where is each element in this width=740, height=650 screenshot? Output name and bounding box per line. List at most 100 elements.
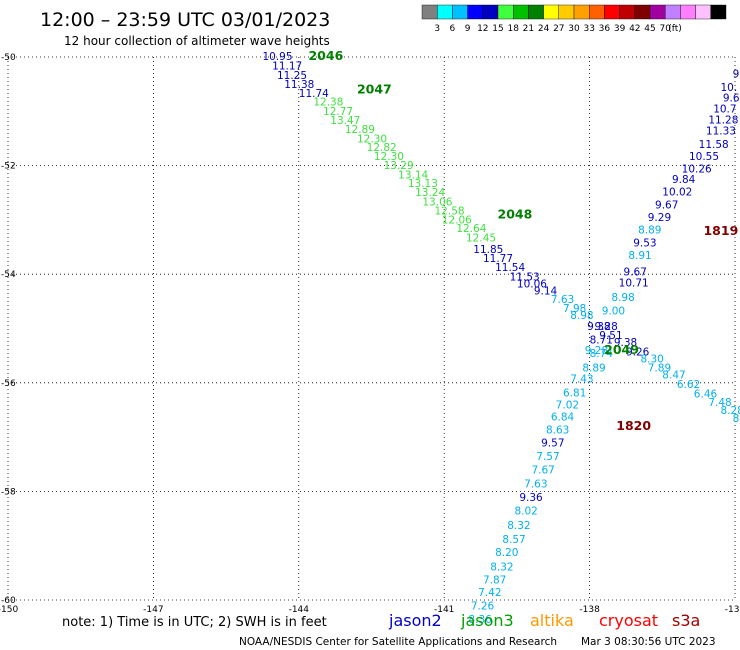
legend-jason3: jason3: [460, 611, 514, 630]
wave-height-label: 12.30: [374, 151, 404, 163]
colorbar-swatch: [680, 4, 696, 20]
y-tick-label: -54: [1, 270, 16, 280]
legend-s3a: s3a: [672, 611, 700, 630]
wave-height-label: 12.45: [466, 232, 496, 244]
colorbar-label: 18: [507, 24, 519, 34]
note-text: note: 1) Time is in UTC; 2) SWH is in fe…: [62, 615, 327, 630]
wave-height-label: 11.77: [483, 253, 513, 265]
chart-title: 12:00 – 23:59 UTC 03/01/2023: [40, 9, 330, 31]
wave-height-label: 7.02: [556, 400, 579, 412]
colorbar-label: 30: [568, 24, 580, 34]
wave-height-label: 10.06: [517, 278, 547, 290]
x-tick-label: -147: [143, 605, 163, 615]
wave-height-label: 7.87: [483, 574, 506, 586]
wave-height-label: 11.58: [699, 139, 729, 151]
pass-number-label: 2047: [357, 82, 392, 97]
footer-credit: NOAA/NESDIS Center for Satellite Applica…: [239, 636, 557, 648]
colorbar-swatch: [604, 4, 620, 20]
colorbar-label: 33: [583, 24, 594, 34]
wave-height-label: 12.30: [357, 133, 387, 145]
wave-height-label: 8.32: [507, 520, 530, 532]
wave-height-label: 9.26: [626, 346, 650, 358]
colorbar-swatch: [710, 4, 727, 20]
y-tick-label: -60: [1, 596, 16, 606]
wave-height-label: 9.28: [594, 321, 617, 333]
wave-height-label: 12.06: [442, 214, 472, 226]
wave-height-label: 11.25: [277, 70, 307, 82]
y-tick-label: -56: [1, 379, 16, 389]
wave-height-label: 13.06: [422, 196, 452, 208]
wave-height-label: 9.14: [534, 285, 558, 297]
legend-jason2: jason2: [388, 611, 442, 630]
wave-height-label: 10.26: [682, 163, 712, 175]
pass-number-label: 1820: [616, 418, 651, 433]
wave-height-label: 11.54: [495, 262, 525, 274]
wave-height-label: 7.67: [531, 465, 554, 477]
wave-height-label: 8.36: [468, 614, 492, 626]
wave-height-label: 7.57: [536, 451, 559, 463]
wave-height-label: 12.38: [313, 97, 343, 109]
wave-height-label: 8.89: [638, 225, 661, 237]
wave-height-label: 8.20: [495, 547, 518, 559]
wave-height-label: 9.57: [541, 438, 564, 450]
wave-height-label: 8.74: [590, 348, 614, 360]
x-tick-label: -138: [579, 605, 600, 615]
wave-height-label: 9.38: [587, 321, 610, 333]
map-grid: [7, 56, 736, 601]
colorbar-label: 27: [553, 24, 564, 34]
x-tick-label: -144: [289, 605, 310, 615]
footer-timestamp: Mar 3 08:30:56 UTC 2023: [581, 636, 716, 648]
wave-height-label: 9.6: [723, 93, 740, 105]
wave-height-label: 9.67: [624, 266, 647, 278]
colorbar-swatch: [528, 4, 544, 20]
wave-height-label: 7.63: [524, 478, 547, 490]
wave-height-label: 8.32: [490, 561, 513, 573]
wave-height-label: 8.30: [640, 353, 663, 365]
axis-ticks: -150 -147 -144 -141 -138 -135 -50 -52 -54 -56 -58 -…: [0, 53, 740, 615]
colorbar-label: 36: [599, 24, 611, 34]
wave-height-label: 10.95: [262, 51, 292, 63]
wave-height-label: 12.64: [456, 223, 486, 235]
satellite-legend: jason2 jason3 altika cryosat s3a: [388, 611, 700, 630]
colorbar-swatch: [543, 4, 559, 20]
wave-height-label: 11.33: [706, 125, 736, 137]
colorbar-swatch: [437, 4, 453, 20]
wave-height-label: 9.51: [599, 330, 622, 342]
colorbar-label: 45: [644, 24, 655, 34]
colorbar-label: 42: [629, 24, 640, 34]
wave-height-label: 8.02: [514, 505, 537, 517]
wave-height-label: 9.84: [672, 174, 696, 186]
pass-number-label: 2046: [308, 48, 343, 63]
wave-height-label: 12.82: [367, 142, 397, 154]
wave-height-label: 13.14: [398, 169, 428, 181]
wave-height-label: 13.29: [384, 160, 414, 172]
wave-height-label: 6.62: [677, 379, 700, 391]
wave-height-label: 8.28: [720, 405, 740, 417]
wave-height-label: 9.28: [585, 345, 608, 357]
y-tick-label: -58: [1, 487, 16, 497]
colorbar-swatch: [589, 4, 605, 20]
wave-height-label: 9.67: [655, 200, 678, 212]
wave-height-label: 7.48: [708, 397, 731, 409]
y-tick-label: -52: [1, 162, 16, 172]
wave-height-label: 11.74: [299, 88, 329, 100]
colorbar-swatch: [619, 4, 635, 20]
wave-height-label: 6.46: [694, 389, 718, 401]
colorbar-label: 9: [465, 24, 471, 34]
wave-height-label: 8.63: [546, 424, 569, 436]
colorbar-label: 39: [614, 24, 626, 34]
wave-height-label: 11.53: [510, 271, 540, 283]
wave-height-label: 9.36: [519, 492, 543, 504]
wave-height-label: 9.29: [648, 212, 671, 224]
wave-height-label: 8.57: [502, 534, 525, 546]
colorbar-unit: (ft): [668, 24, 682, 34]
colorbar-label: 15: [492, 24, 503, 34]
wave-height-label: 9.38: [614, 337, 637, 349]
colorbar-swatch: [649, 4, 666, 20]
colorbar-label: 3: [434, 24, 440, 34]
pass-number-label: 1819: [703, 223, 738, 238]
wave-height-label: 13.24: [415, 187, 445, 199]
pass-number-label: 2049: [604, 342, 639, 357]
wave-height-label: 12.58: [435, 206, 465, 218]
